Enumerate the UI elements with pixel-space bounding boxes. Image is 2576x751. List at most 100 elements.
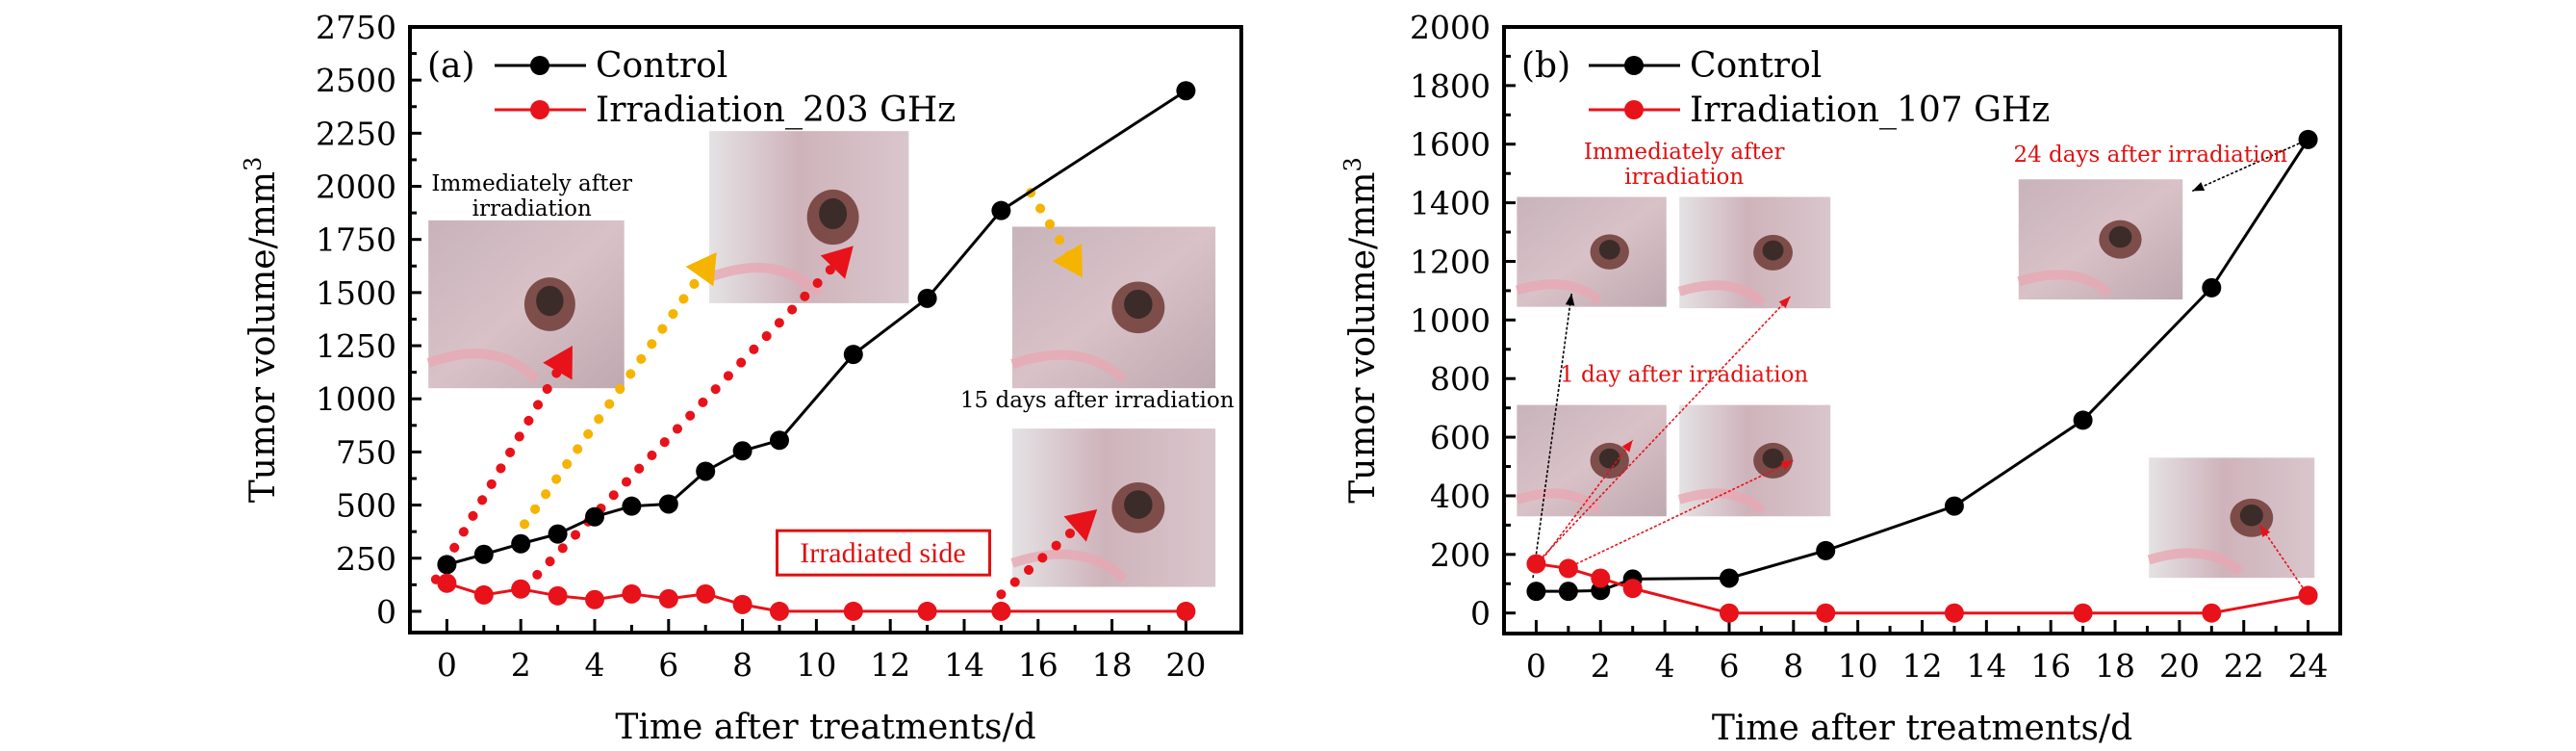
legend-marker-icon xyxy=(530,100,549,119)
data-point-irradiation xyxy=(437,573,457,593)
x-axis-title: Time after treatments/d xyxy=(1712,709,2132,748)
plot-frame xyxy=(408,25,1243,634)
data-point-irradiation xyxy=(1944,603,1964,623)
tail-shape xyxy=(1677,488,1766,515)
x-tick-label: 6 xyxy=(1719,647,1739,685)
thin-arrow-line xyxy=(1539,439,1634,564)
x-tick-label: 2 xyxy=(1591,647,1611,685)
data-point-control xyxy=(585,506,604,527)
y-axis-title-main: Tumor volume/mm xyxy=(1343,172,1383,504)
x-tick-label: 4 xyxy=(585,646,605,684)
annotation-text: irradiation xyxy=(472,196,592,221)
x-tick-label: 22 xyxy=(2224,647,2264,685)
data-point-control xyxy=(2073,410,2093,430)
y-tick-label: 1800 xyxy=(1410,67,1491,105)
y-tick-label: 1000 xyxy=(316,380,396,418)
y-axis-title-superscript: 3 xyxy=(240,157,267,171)
data-point-irradiation xyxy=(1176,601,1196,621)
x-tick-label: 8 xyxy=(732,646,752,684)
tail-shape xyxy=(1010,549,1128,583)
panel-label: (b) xyxy=(1521,46,1570,86)
y-tick-label: 1500 xyxy=(316,274,396,312)
data-point-irradiation xyxy=(732,594,752,614)
x-tick-label: 14 xyxy=(944,646,984,684)
x-tick-label: 4 xyxy=(1655,647,1675,685)
data-point-irradiation xyxy=(917,601,937,621)
x-tick-label: 2 xyxy=(511,646,531,684)
tumor-core xyxy=(1598,240,1620,260)
photo-15-days-top xyxy=(1010,226,1216,389)
tail-shape xyxy=(426,349,540,383)
y-axis-title: Tumor volume/mm3 xyxy=(240,157,283,504)
annotation-text: 1 day after irradiation xyxy=(1560,362,1808,387)
data-point-irradiation xyxy=(2298,585,2318,606)
data-point-control xyxy=(658,494,678,514)
data-point-control xyxy=(917,288,937,308)
thin-arrow-line xyxy=(2191,139,2308,193)
y-axis-title: Tumor volume/mm3 xyxy=(1339,157,1383,504)
y-tick-label: 1750 xyxy=(316,221,396,259)
tumor-core xyxy=(2239,505,2263,527)
arrow-head-icon xyxy=(2259,525,2271,538)
data-point-control xyxy=(843,345,863,365)
y-axis-title-superscript: 3 xyxy=(1339,157,1366,171)
y-tick-label: 2750 xyxy=(316,9,396,46)
data-point-irradiation xyxy=(658,588,678,609)
tumor-core xyxy=(1124,490,1153,519)
legend-label: Control xyxy=(1690,46,1822,86)
x-axis-title: Time after treatments/d xyxy=(615,708,1035,747)
data-point-control xyxy=(1176,81,1196,101)
x-tick-label: 12 xyxy=(1902,647,1943,685)
dotted-arrow-line xyxy=(520,264,710,530)
data-point-irradiation xyxy=(511,579,531,599)
tail-shape xyxy=(1677,280,1766,307)
data-point-control xyxy=(2202,277,2222,298)
data-point-irradiation xyxy=(1526,554,1546,574)
annotation-text: Immediately after xyxy=(431,171,632,196)
photo-immediately-after xyxy=(426,220,625,389)
tumor-core xyxy=(1762,240,1784,261)
arrow-head-icon xyxy=(1063,508,1098,542)
data-point-irradiation xyxy=(473,584,494,605)
y-tick-label: 0 xyxy=(376,593,396,631)
data-point-control xyxy=(548,524,568,544)
data-point-control xyxy=(1719,568,1739,588)
x-tick-label: 6 xyxy=(658,646,678,684)
data-point-control xyxy=(473,544,494,564)
data-point-irradiation xyxy=(770,601,789,621)
y-tick-label: 600 xyxy=(1430,419,1491,456)
data-point-irradiation xyxy=(2202,603,2222,623)
dotted-arrow-line xyxy=(520,256,844,593)
photo-b-1day-right xyxy=(1677,404,1831,517)
panel-label: (a) xyxy=(427,46,475,86)
data-point-control xyxy=(1526,582,1546,602)
series-line-irradiation xyxy=(1536,562,2308,615)
tail-shape xyxy=(2147,548,2244,576)
data-point-control xyxy=(511,533,531,554)
y-tick-label: 0 xyxy=(1470,595,1491,633)
data-point-control xyxy=(437,555,457,575)
arrow-head-icon xyxy=(685,251,717,287)
y-axis-title-main: Tumor volume/mm xyxy=(243,171,283,503)
dotted-arrow-line xyxy=(430,359,567,584)
annotation-box xyxy=(776,529,992,577)
y-tick-label: 500 xyxy=(336,487,396,525)
photo-b-lower-right xyxy=(2147,457,2315,579)
y-tick-label: 1600 xyxy=(1410,126,1491,164)
y-tick-label: 1000 xyxy=(1410,301,1491,339)
x-tick-label: 16 xyxy=(1018,646,1058,684)
y-tick-label: 2500 xyxy=(316,62,396,99)
data-point-irradiation xyxy=(548,585,568,606)
arrow-head-icon xyxy=(1778,297,1791,309)
y-tick-label: 1250 xyxy=(316,327,396,365)
legend-label: Irradiation_107 GHz xyxy=(1690,91,2050,130)
annotation-text: 15 days after irradiation xyxy=(960,388,1235,413)
x-tick-label: 0 xyxy=(437,646,457,684)
x-tick-label: 20 xyxy=(1165,646,1206,684)
legend-marker-icon xyxy=(530,56,549,75)
x-tick-label: 24 xyxy=(2288,647,2329,685)
annotation-text: Irradiated side xyxy=(800,537,965,569)
dotted-arrow-line xyxy=(1026,188,1077,265)
